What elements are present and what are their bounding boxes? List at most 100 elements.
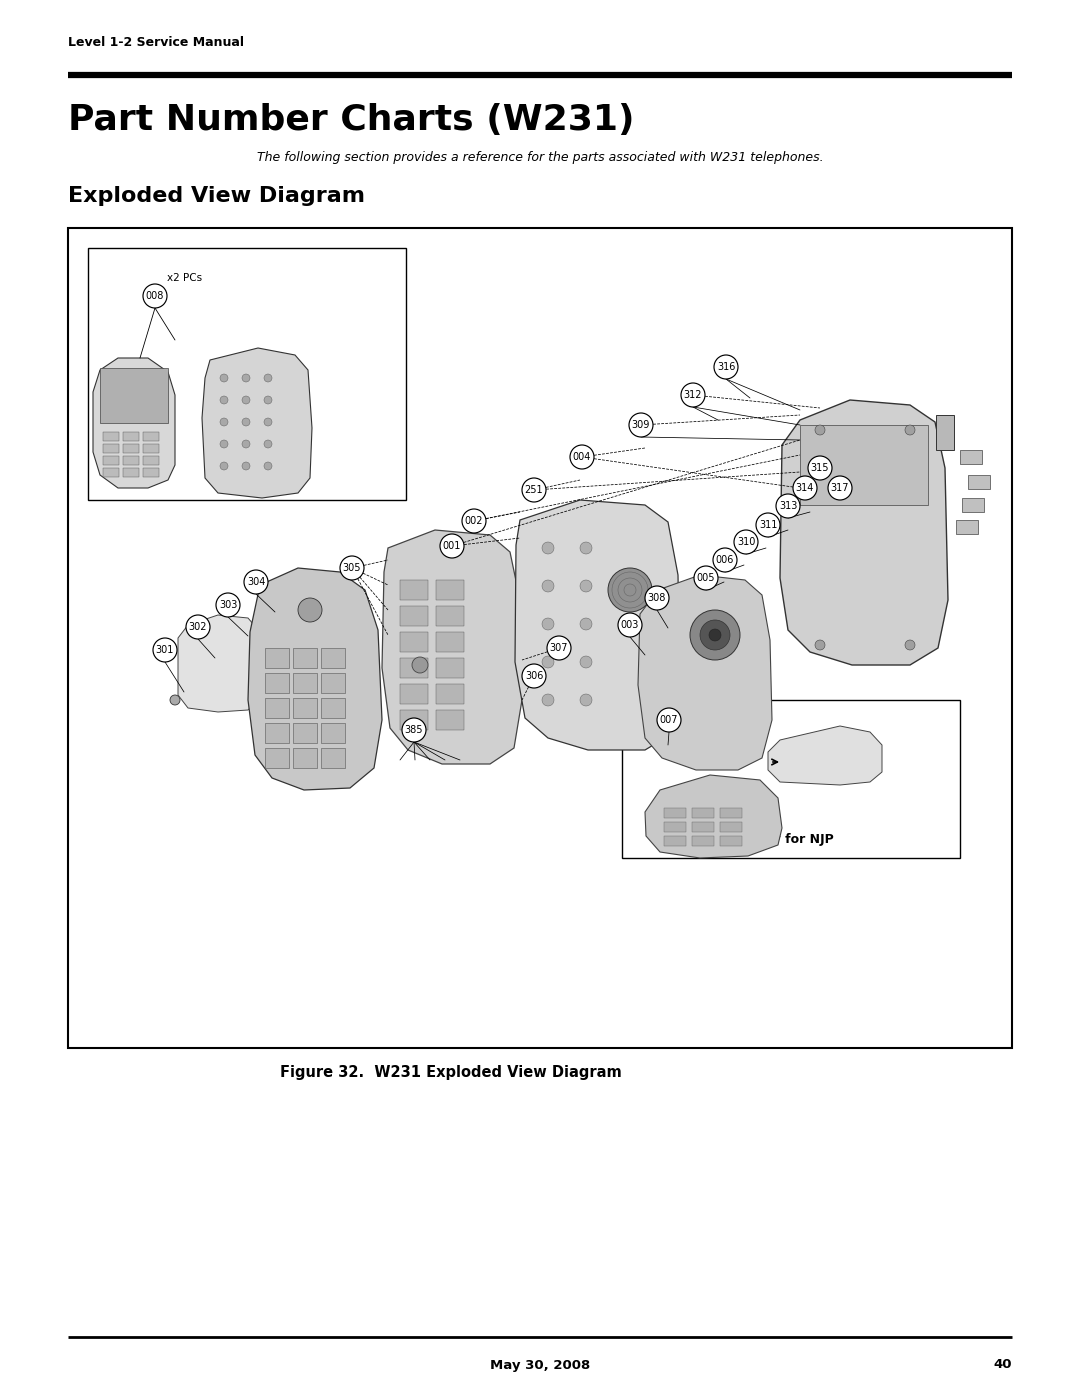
Circle shape — [580, 542, 592, 555]
Bar — [87, 249, 406, 500]
Polygon shape — [645, 775, 782, 858]
Bar — [720, 835, 742, 847]
Bar — [800, 425, 928, 504]
Circle shape — [264, 462, 272, 469]
Circle shape — [522, 664, 546, 687]
Bar — [664, 835, 686, 847]
Bar — [436, 580, 464, 599]
Text: The following section provides a reference for the parts associated with W231 te: The following section provides a referen… — [257, 151, 823, 165]
Polygon shape — [202, 348, 312, 497]
Bar — [664, 821, 686, 833]
Bar — [265, 724, 289, 743]
Bar — [143, 444, 159, 453]
Circle shape — [220, 374, 228, 381]
Text: 308: 308 — [648, 592, 666, 604]
Circle shape — [153, 638, 177, 662]
Bar — [293, 648, 318, 668]
Circle shape — [542, 542, 554, 555]
Bar — [143, 455, 159, 465]
Text: May 30, 2008: May 30, 2008 — [490, 1358, 590, 1372]
Circle shape — [220, 462, 228, 469]
Circle shape — [542, 694, 554, 705]
Circle shape — [220, 440, 228, 448]
Bar — [720, 807, 742, 819]
Circle shape — [244, 570, 268, 594]
Bar — [692, 835, 714, 847]
Circle shape — [694, 566, 718, 590]
Text: Part Number Charts (W231): Part Number Charts (W231) — [68, 103, 635, 137]
Circle shape — [815, 425, 825, 434]
Circle shape — [220, 418, 228, 426]
Bar — [400, 685, 428, 704]
Text: 007: 007 — [660, 715, 678, 725]
Circle shape — [708, 629, 721, 641]
Text: 304: 304 — [247, 577, 266, 587]
Circle shape — [657, 708, 681, 732]
Circle shape — [542, 657, 554, 668]
Bar — [103, 455, 119, 465]
Circle shape — [714, 355, 738, 379]
Bar — [293, 673, 318, 693]
Bar — [436, 606, 464, 626]
Text: 312: 312 — [684, 390, 702, 400]
Bar — [436, 658, 464, 678]
Circle shape — [756, 513, 780, 536]
Bar — [293, 698, 318, 718]
Bar — [293, 724, 318, 743]
Circle shape — [242, 440, 249, 448]
Circle shape — [793, 476, 816, 500]
Circle shape — [340, 556, 364, 580]
Circle shape — [242, 462, 249, 469]
Text: 311: 311 — [759, 520, 778, 529]
Circle shape — [216, 592, 240, 617]
Bar — [321, 698, 345, 718]
Bar — [100, 367, 168, 423]
Circle shape — [462, 509, 486, 534]
Text: x6 PCs: x6 PCs — [424, 743, 459, 753]
Bar — [436, 710, 464, 731]
Bar — [143, 468, 159, 476]
Bar — [321, 648, 345, 668]
Circle shape — [542, 617, 554, 630]
Polygon shape — [382, 529, 522, 764]
Circle shape — [815, 640, 825, 650]
Text: 305: 305 — [342, 563, 361, 573]
Bar — [400, 710, 428, 731]
Circle shape — [170, 694, 180, 705]
Text: 40: 40 — [994, 1358, 1012, 1372]
Text: 313: 313 — [779, 502, 797, 511]
Circle shape — [264, 374, 272, 381]
Text: Only for NJP: Only for NJP — [748, 834, 834, 847]
Text: 303: 303 — [219, 599, 238, 610]
Bar — [265, 648, 289, 668]
Text: 310: 310 — [737, 536, 755, 548]
Circle shape — [546, 636, 571, 659]
Circle shape — [905, 425, 915, 434]
Circle shape — [143, 284, 167, 307]
Text: x2 PCs: x2 PCs — [167, 272, 202, 284]
Bar — [103, 444, 119, 453]
Bar — [265, 698, 289, 718]
Bar — [293, 747, 318, 768]
Circle shape — [618, 613, 642, 637]
Text: Exploded View Diagram: Exploded View Diagram — [68, 186, 365, 205]
Polygon shape — [638, 576, 772, 770]
Polygon shape — [768, 726, 882, 785]
Circle shape — [608, 569, 652, 612]
Bar — [400, 631, 428, 652]
Bar — [123, 455, 139, 465]
Circle shape — [580, 694, 592, 705]
Bar — [265, 747, 289, 768]
Bar — [400, 606, 428, 626]
Bar — [962, 497, 984, 511]
Circle shape — [411, 657, 428, 673]
Bar — [123, 432, 139, 441]
Text: 309: 309 — [632, 420, 650, 430]
Text: 005: 005 — [697, 573, 715, 583]
Polygon shape — [93, 358, 175, 488]
Bar — [960, 450, 982, 464]
Circle shape — [645, 585, 669, 610]
Polygon shape — [248, 569, 382, 789]
Bar — [936, 415, 954, 450]
Circle shape — [242, 395, 249, 404]
